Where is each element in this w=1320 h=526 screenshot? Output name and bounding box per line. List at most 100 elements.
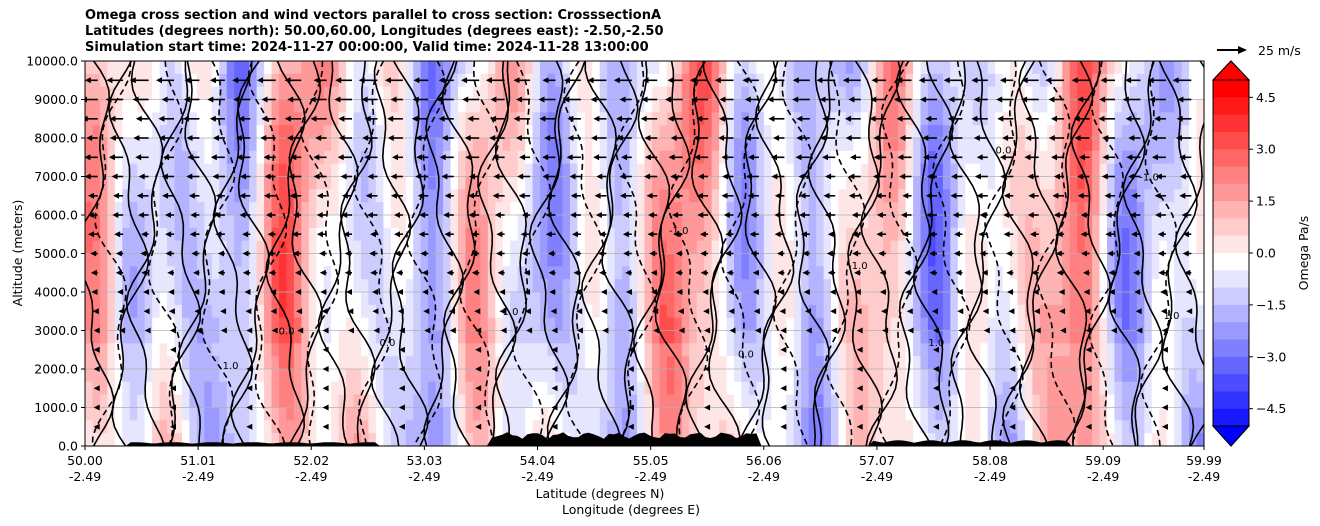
omega-cell bbox=[927, 125, 937, 139]
omega-cell bbox=[405, 330, 414, 344]
omega-cell bbox=[898, 356, 907, 370]
omega-cell bbox=[584, 227, 593, 242]
omega-cell bbox=[420, 330, 429, 344]
omega-cell bbox=[607, 163, 616, 178]
omega-cell bbox=[704, 407, 713, 421]
omega-cell bbox=[875, 420, 884, 434]
omega-cell bbox=[696, 292, 705, 306]
omega-cell bbox=[756, 112, 765, 126]
omega-cell bbox=[1181, 86, 1190, 101]
omega-cell bbox=[1189, 433, 1198, 446]
omega-cell bbox=[651, 343, 661, 357]
omega-cell bbox=[816, 330, 825, 344]
omega-cell bbox=[898, 176, 907, 190]
omega-cell bbox=[905, 407, 914, 421]
omega-cell bbox=[704, 138, 713, 152]
omega-cell bbox=[398, 394, 407, 409]
omega-cell bbox=[1181, 292, 1190, 306]
omega-cell bbox=[935, 227, 944, 242]
omega-cell bbox=[674, 343, 683, 357]
omega-cell bbox=[823, 343, 832, 357]
omega-cell bbox=[674, 202, 683, 216]
omega-cell bbox=[107, 356, 116, 370]
omega-cell bbox=[278, 369, 288, 383]
omega-cell bbox=[383, 304, 392, 319]
omega-cell bbox=[316, 61, 325, 75]
omega-cell bbox=[1129, 176, 1138, 190]
contour-label: 0.0 bbox=[996, 145, 1012, 156]
omega-cell bbox=[592, 317, 601, 332]
omega-cell bbox=[1099, 138, 1108, 152]
omega-cell bbox=[763, 304, 772, 319]
omega-cell bbox=[651, 253, 661, 267]
omega-cell bbox=[517, 304, 526, 319]
omega-cell bbox=[398, 176, 407, 190]
omega-cell bbox=[711, 343, 720, 357]
omega-cell bbox=[487, 176, 496, 190]
omega-cell bbox=[659, 150, 668, 165]
omega-cell bbox=[666, 163, 675, 178]
omega-cell bbox=[1181, 369, 1190, 383]
omega-cell bbox=[368, 407, 377, 421]
omega-cell bbox=[472, 279, 481, 293]
omega-cell bbox=[308, 253, 317, 267]
omega-cell bbox=[778, 61, 787, 75]
omega-cell bbox=[331, 381, 340, 396]
omega-cell bbox=[681, 99, 690, 113]
omega-cell bbox=[346, 330, 355, 344]
omega-cell bbox=[734, 112, 743, 126]
omega-cell bbox=[1047, 215, 1056, 229]
omega-cell bbox=[1107, 369, 1116, 383]
omega-cell bbox=[256, 356, 265, 370]
omega-cell bbox=[793, 420, 802, 434]
omega-cell bbox=[405, 189, 414, 203]
omega-cell bbox=[99, 61, 108, 75]
omega-cell bbox=[1002, 215, 1011, 229]
contour-line bbox=[580, 61, 622, 446]
omega-cell bbox=[853, 202, 862, 216]
wind-vector-head bbox=[744, 96, 751, 103]
omega-cell bbox=[278, 240, 288, 255]
omega-cell bbox=[1144, 202, 1153, 216]
omega-cell bbox=[293, 343, 302, 357]
omega-cell bbox=[293, 215, 302, 229]
omega-cell bbox=[816, 163, 825, 178]
omega-cell bbox=[383, 253, 392, 267]
omega-cell bbox=[107, 369, 116, 383]
omega-cell bbox=[734, 125, 743, 139]
omega-cell bbox=[144, 125, 153, 139]
omega-cell bbox=[383, 433, 392, 446]
omega-cell bbox=[114, 420, 123, 434]
omega-cell bbox=[995, 317, 1004, 332]
omega-cell bbox=[763, 317, 772, 332]
omega-cell bbox=[726, 176, 735, 190]
omega-cell bbox=[1144, 189, 1153, 203]
omega-cell bbox=[875, 317, 884, 332]
omega-cell bbox=[995, 356, 1004, 370]
omega-cell bbox=[1166, 369, 1175, 383]
omega-cell bbox=[637, 240, 646, 255]
omega-cell bbox=[1189, 163, 1198, 178]
omega-cell bbox=[704, 112, 713, 126]
omega-cell bbox=[913, 407, 922, 421]
omega-cell bbox=[293, 330, 302, 344]
omega-cell bbox=[808, 253, 817, 267]
omega-cell bbox=[1002, 125, 1011, 139]
wind-vector-head bbox=[816, 77, 823, 84]
omega-cell bbox=[383, 61, 392, 75]
omega-cell bbox=[726, 61, 735, 75]
omega-cell bbox=[1069, 407, 1078, 421]
omega-cell bbox=[1039, 215, 1048, 229]
omega-cell bbox=[264, 433, 273, 446]
omega-cell bbox=[256, 61, 265, 75]
omega-cell bbox=[868, 163, 877, 178]
omega-cell bbox=[763, 407, 772, 421]
omega-cell bbox=[898, 61, 907, 75]
omega-cell bbox=[875, 176, 884, 190]
omega-cell bbox=[666, 279, 675, 293]
omega-cell bbox=[510, 381, 519, 396]
omega-cell bbox=[913, 163, 922, 178]
omega-cell bbox=[577, 99, 586, 113]
omega-cell bbox=[271, 433, 280, 446]
omega-cell bbox=[353, 125, 362, 139]
